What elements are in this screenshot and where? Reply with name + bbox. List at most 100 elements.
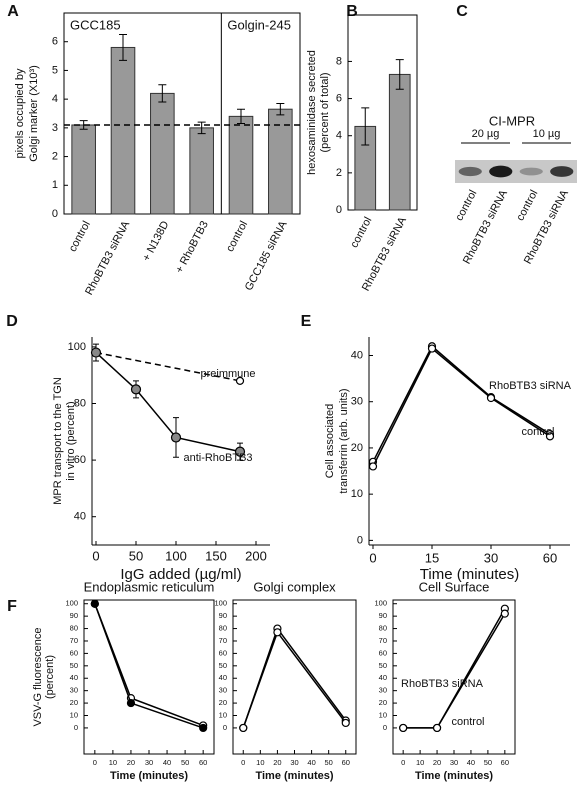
error-bar <box>119 34 127 61</box>
y-tick-label: 90 <box>70 611 78 620</box>
x-tick-label: 30 <box>145 758 153 767</box>
y-tick-label: 0 <box>52 208 58 220</box>
series-line <box>242 630 347 729</box>
y-tick-label: 2 <box>336 167 342 179</box>
y-tick-label: 80 <box>70 624 78 633</box>
error-bar <box>197 121 206 135</box>
data-point <box>130 384 142 395</box>
y-tick-label: 0 <box>74 723 78 732</box>
series-line <box>242 626 347 729</box>
series-line <box>403 608 506 729</box>
blot-image <box>455 160 577 183</box>
plot-frame <box>63 12 301 215</box>
chart-title: Golgi complex <box>253 579 336 594</box>
x-tick-label: 30 <box>290 758 298 767</box>
y-tick-label: 10 <box>70 710 78 719</box>
y-tick-label: 60 <box>74 454 86 466</box>
x-tick-label: 20 <box>273 758 281 767</box>
data-point <box>239 723 248 733</box>
data-point <box>427 344 437 353</box>
data-point <box>486 393 496 403</box>
y-axis-label: in vitro (percent) <box>65 401 77 480</box>
bar <box>388 73 411 211</box>
data-point <box>273 628 282 637</box>
y-tick-label: 40 <box>219 673 227 682</box>
lane-label: control <box>514 188 540 223</box>
y-tick-label: 4 <box>52 93 58 105</box>
series-line <box>94 603 204 729</box>
x-axis-label: IgG added (µg/ml) <box>120 566 241 583</box>
bar <box>71 124 96 215</box>
x-tick-label: 10 <box>416 758 424 767</box>
chart-title: Cell Surface <box>419 579 490 594</box>
y-tick-label: 70 <box>219 636 227 645</box>
data-point <box>126 698 136 708</box>
series-label: anti-RhoBTB3 <box>183 452 252 464</box>
x-tick-label: 10 <box>256 758 264 767</box>
blot-title: CI-MPR <box>489 113 535 128</box>
y-tick-label: 3 <box>52 122 58 134</box>
x-tick-label: 30 <box>450 758 458 767</box>
x-tick-label: 15 <box>425 550 439 565</box>
x-tick-label: 20 <box>433 758 441 767</box>
y-tick-label: 30 <box>70 686 78 695</box>
x-tick-label: 0 <box>241 758 245 767</box>
x-tick-label: + RhoBTB3 <box>173 219 210 275</box>
y-tick-label: 90 <box>219 611 227 620</box>
data-point <box>90 347 102 358</box>
x-axis-label: Time (minutes) <box>420 566 519 583</box>
panel-letter: D <box>6 313 18 330</box>
x-tick-label: GCC185 siRNA <box>243 219 290 293</box>
error-bar <box>237 108 245 125</box>
x-tick-label: 0 <box>92 548 99 563</box>
y-tick-label: 100 <box>65 599 78 608</box>
x-tick-label: 0 <box>369 550 376 565</box>
error-bar <box>158 84 167 103</box>
y-tick-label: 100 <box>214 599 227 608</box>
x-tick-label: 0 <box>401 758 405 767</box>
data-point <box>545 432 555 441</box>
x-tick-label: 10 <box>109 758 117 767</box>
x-tick-label: control <box>67 219 93 254</box>
series-line <box>95 351 241 382</box>
y-tick-label: 20 <box>219 698 227 707</box>
x-tick-label: 60 <box>501 758 509 767</box>
y-tick-label: 6 <box>52 36 58 48</box>
blot-band <box>550 166 574 177</box>
group-label: Golgin-245 <box>227 17 291 32</box>
error-bar <box>395 59 404 90</box>
y-axis-label: hexosaminidase secreted <box>306 50 318 175</box>
series-line <box>95 352 241 453</box>
data-point <box>399 723 408 733</box>
plot-frame <box>347 14 418 211</box>
x-tick-label: 50 <box>129 548 143 563</box>
y-tick-label: 100 <box>68 341 86 353</box>
y-tick-label: 80 <box>74 397 86 409</box>
error-bar <box>361 107 370 146</box>
data-point <box>341 718 350 728</box>
y-tick-label: 0 <box>336 204 342 216</box>
y-axis-label: pixels occupied by <box>14 68 26 158</box>
x-tick-label: 60 <box>543 550 557 565</box>
lane-label: control <box>453 188 479 223</box>
y-tick-label: 60 <box>70 648 78 657</box>
series-label: preimmune <box>200 368 255 380</box>
y-tick-label: 2 <box>52 150 58 162</box>
x-tick-label: 40 <box>163 758 171 767</box>
series-line <box>372 345 551 463</box>
plot-frame <box>232 599 357 755</box>
y-tick-label: 20 <box>351 442 363 454</box>
y-tick-label: 10 <box>219 710 227 719</box>
y-tick-label: 40 <box>351 349 363 361</box>
blot-band <box>519 167 543 176</box>
y-tick-label: 10 <box>379 710 387 719</box>
y-axis-label: (percent of total) <box>319 72 331 152</box>
data-point <box>90 599 99 608</box>
y-tick-label: 60 <box>219 648 227 657</box>
series-label: RhoBTB3 siRNA <box>401 678 484 690</box>
data-point <box>235 376 245 385</box>
blot-band <box>458 166 482 177</box>
x-tick-label: RhoBTB3 siRNA <box>83 219 132 298</box>
bar <box>228 115 254 215</box>
